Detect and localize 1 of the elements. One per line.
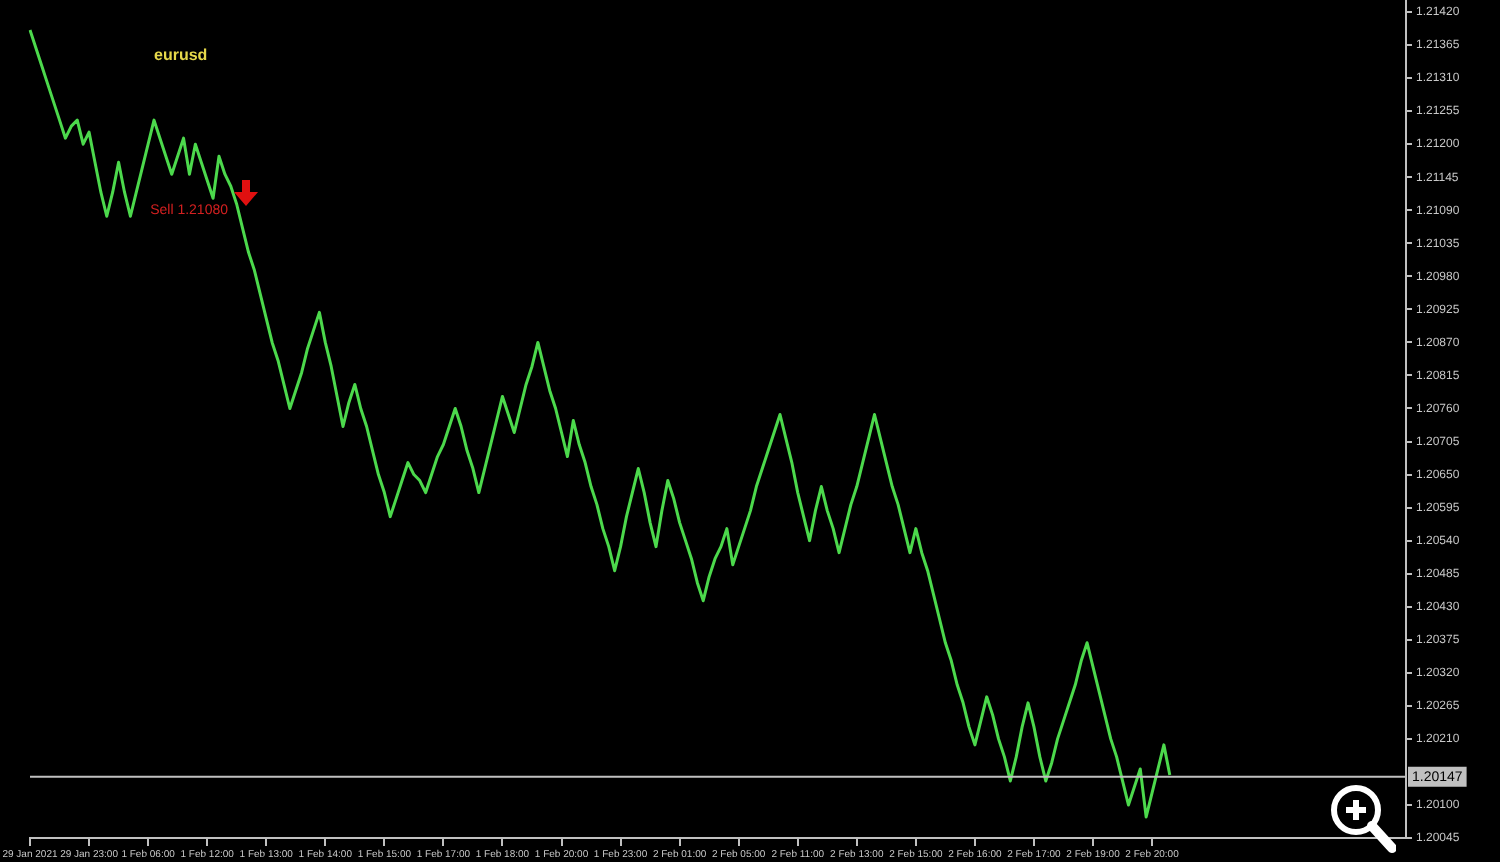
- text: eurusd: [154, 46, 208, 65]
